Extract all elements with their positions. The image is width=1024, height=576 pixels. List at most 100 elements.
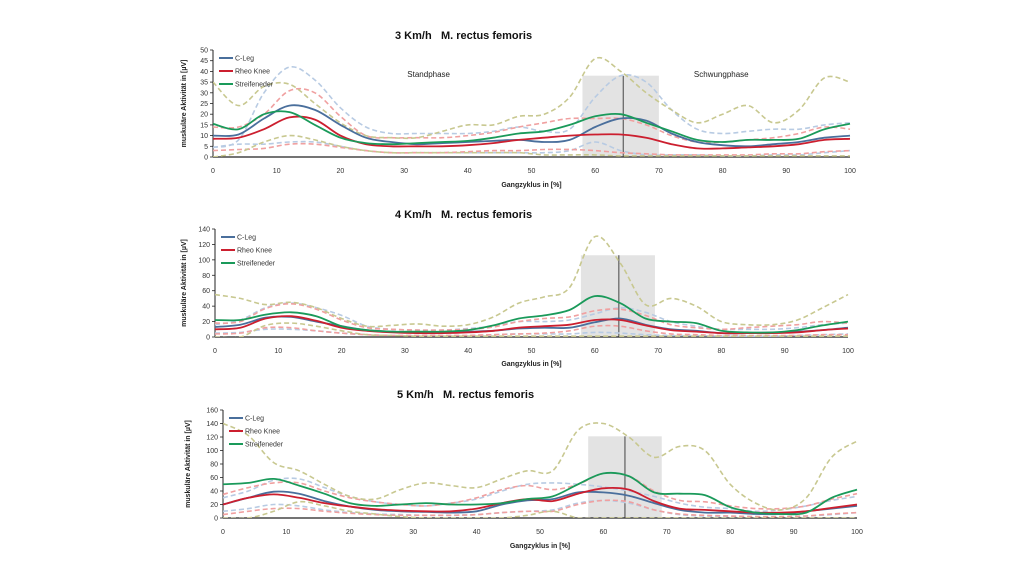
sd-band-line (223, 472, 858, 510)
series-line-rheo-knee (213, 115, 851, 150)
y-tick-label: 10 (200, 133, 208, 140)
y-tick-label: 100 (206, 448, 218, 455)
y-tick-label: 5 (204, 144, 208, 151)
y-tick-label: 30 (200, 90, 208, 97)
chart-title-speed: 4 Km/h (395, 209, 432, 221)
x-tick-label: 30 (409, 529, 417, 536)
sd-band-line (223, 499, 858, 518)
legend-label: Streifeneder (235, 82, 274, 89)
x-tick-label: 20 (338, 348, 346, 355)
sd-band-line (223, 499, 858, 518)
sd-band-line (213, 65, 851, 149)
series-line-streifeneder (215, 295, 849, 334)
x-tick-label: 0 (211, 168, 215, 175)
y-tick-label: 140 (206, 421, 218, 428)
y-tick-label: 20 (202, 319, 210, 326)
y-axis-label: muskuläre Aktivität in [µV] (185, 420, 192, 508)
y-axis-label: muskuläre Aktivität in [µV] (181, 239, 188, 327)
sd-band-line (215, 322, 848, 337)
y-tick-label: 0 (214, 516, 218, 523)
x-tick-label: 60 (591, 168, 599, 175)
y-tick-label: 20 (210, 502, 218, 509)
x-tick-label: 80 (718, 348, 726, 355)
legend-label: Rheo Knee (245, 429, 280, 436)
x-tick-label: 30 (401, 348, 409, 355)
sd-band-line (223, 500, 857, 518)
chart-panel-1: 3 Km/h M. rectus femoris 0 5 10 15 20 25 30 35 40 4… (181, 30, 856, 189)
y-tick-label: 60 (202, 288, 210, 295)
legend-label: C-Leg (237, 235, 256, 242)
y-tick-label: 15 (200, 122, 208, 129)
x-tick-label: 100 (842, 348, 854, 355)
y-tick-label: 80 (202, 273, 210, 280)
y-axis-label: muskuläre Aktivität in [µV] (181, 60, 188, 148)
chart-title-muscle: M. rectus femoris (441, 209, 532, 221)
x-tick-label: 40 (473, 529, 481, 536)
x-tick-label: 30 (400, 168, 408, 175)
y-tick-label: 35 (200, 80, 208, 87)
x-axis-label: Gangzyklus in [%] (501, 182, 561, 189)
y-tick-label: 40 (202, 304, 210, 311)
y-tick-label: 40 (210, 489, 218, 496)
y-tick-label: 60 (210, 475, 218, 482)
x-tick-label: 80 (726, 529, 734, 536)
sd-band-line (213, 134, 850, 157)
chart-title-speed: 3 Km/h (395, 30, 432, 42)
legend-label: C-Leg (245, 416, 264, 423)
legend-label: C-Leg (235, 56, 254, 63)
x-tick-label: 10 (283, 529, 291, 536)
x-tick-label: 90 (782, 168, 790, 175)
y-tick-label: 45 (200, 58, 208, 65)
series-line-c-leg (213, 104, 851, 148)
x-tick-label: 10 (273, 168, 281, 175)
series-line-streifeneder (223, 471, 858, 516)
x-tick-label: 20 (337, 168, 345, 175)
y-tick-label: 0 (204, 155, 208, 162)
sd-band-line (215, 324, 849, 337)
x-tick-label: 90 (790, 529, 798, 536)
x-tick-label: 70 (654, 348, 662, 355)
x-axis-label: Gangzyklus in [%] (501, 361, 561, 368)
x-tick-label: 50 (528, 348, 536, 355)
chart-title-muscle: M. rectus femoris (441, 30, 532, 42)
x-tick-label: 0 (221, 529, 225, 536)
x-tick-label: 90 (781, 348, 789, 355)
legend-label: Rheo Knee (237, 248, 272, 255)
x-tick-label: 70 (663, 529, 671, 536)
x-tick-label: 10 (274, 348, 282, 355)
chart-title-speed: 5 Km/h (397, 389, 434, 401)
x-tick-label: 20 (346, 529, 354, 536)
y-tick-label: 120 (198, 242, 210, 249)
y-tick-label: 0 (206, 335, 210, 342)
x-tick-label: 60 (591, 348, 599, 355)
y-tick-label: 120 (206, 435, 218, 442)
x-tick-label: 80 (719, 168, 727, 175)
y-tick-label: 40 (200, 69, 208, 76)
annotation-swing-phase: Schwungphase (694, 70, 749, 79)
x-tick-label: 40 (464, 348, 472, 355)
y-tick-label: 140 (198, 227, 210, 234)
y-tick-label: 50 (200, 48, 208, 55)
sd-band-line (223, 422, 858, 511)
x-tick-label: 0 (213, 348, 217, 355)
x-tick-label: 50 (536, 529, 544, 536)
y-tick-label: 25 (200, 101, 208, 108)
sd-band-line (215, 235, 849, 328)
chart-panel-3: 5 Km/h M. rectus femoris02040608010012014… (185, 389, 863, 550)
y-tick-label: 80 (210, 462, 218, 469)
x-tick-label: 100 (851, 529, 863, 536)
series-line-streifeneder (213, 110, 851, 146)
chart-panel-2: 4 Km/h M. rectus femoris02040608010012014… (181, 209, 854, 368)
annotation-stance-phase: Standphase (407, 70, 450, 79)
sd-band-line (215, 302, 849, 331)
x-tick-label: 100 (844, 168, 856, 175)
x-tick-label: 40 (464, 168, 472, 175)
sd-band-line (213, 142, 851, 156)
legend-label: Rheo Knee (235, 69, 270, 76)
series-line-c-leg (223, 490, 858, 516)
x-axis-label: Gangzyklus in [%] (510, 543, 570, 550)
chart-title-muscle: M. rectus femoris (443, 389, 534, 401)
x-tick-label: 60 (600, 529, 608, 536)
y-tick-label: 160 (206, 408, 218, 415)
